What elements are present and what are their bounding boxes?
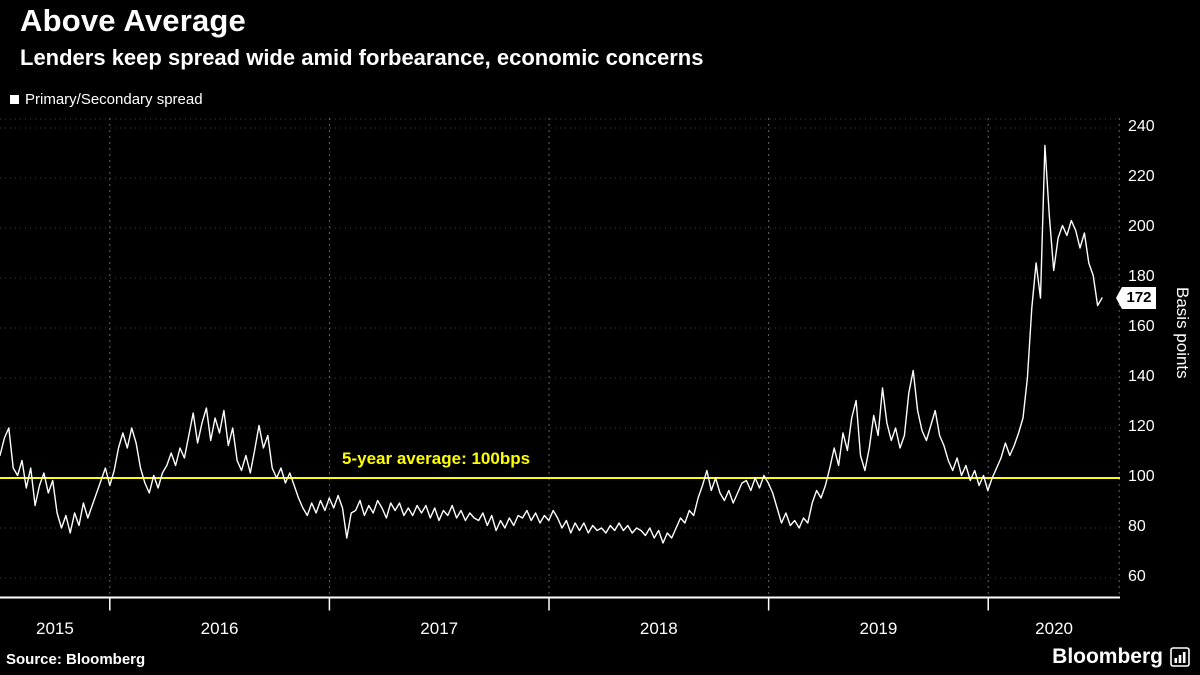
gridlines (0, 118, 1120, 598)
x-tick-label: 2015 (36, 619, 74, 638)
x-tick-label: 2018 (640, 619, 678, 638)
page-title: Above Average (20, 3, 247, 38)
y-tick-label: 200 (1128, 218, 1155, 235)
y-tick-label: 140 (1128, 368, 1155, 385)
spread-line (0, 144, 1103, 544)
y-tick-label: 60 (1128, 568, 1146, 585)
x-tick-label: 2020 (1035, 619, 1073, 638)
average-annotation: 5-year average: 100bps (342, 449, 531, 468)
y-tick-label: 120 (1128, 418, 1155, 435)
bloomberg-wordmark: Bloomberg (1052, 645, 1163, 668)
last-value-marker: 172 (1116, 287, 1156, 309)
x-tick-label: 2017 (420, 619, 458, 638)
y-tick-label: 80 (1128, 518, 1146, 535)
spread-line-chart: 2015 2016 2017 2018 2019 2020 (0, 118, 1120, 638)
y-tick-label: 180 (1128, 268, 1155, 285)
y-tick-label: 100 (1128, 468, 1155, 485)
y-tick-label: 220 (1128, 168, 1155, 185)
legend: Primary/Secondary spread (10, 91, 203, 108)
x-tick-label: 2016 (201, 619, 239, 638)
legend-square-icon (10, 95, 19, 104)
y-axis-title: Basis points (1173, 287, 1192, 379)
x-axis: 2015 2016 2017 2018 2019 2020 (0, 596, 1120, 638)
page-subtitle: Lenders keep spread wide amid forbearanc… (20, 45, 704, 70)
legend-label: Primary/Secondary spread (25, 91, 203, 108)
bloomberg-logo: Bloomberg (1052, 645, 1190, 669)
x-tick-label: 2019 (859, 619, 897, 638)
source-credit: Source: Bloomberg (6, 651, 146, 668)
y-tick-label: 240 (1128, 118, 1155, 135)
bloomberg-bars-icon (1170, 647, 1190, 667)
y-tick-label: 160 (1128, 318, 1155, 335)
